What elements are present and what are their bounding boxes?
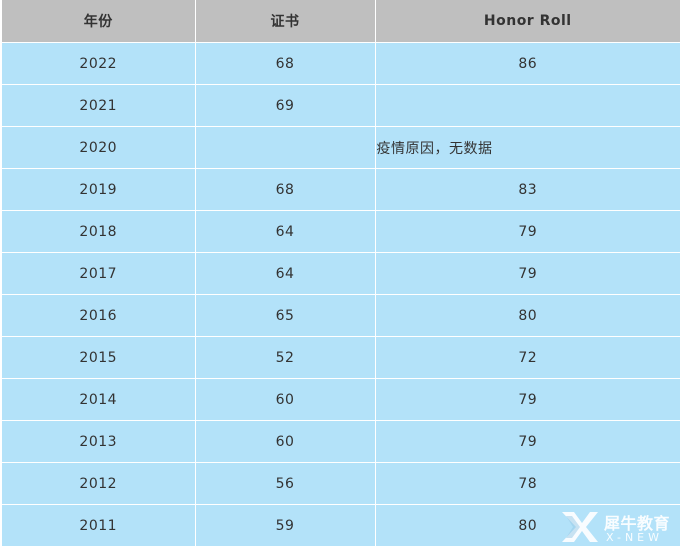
cell-certificate: 64: [195, 210, 376, 253]
cell-honor-roll: [375, 84, 680, 127]
cell-honor-roll: 86: [375, 42, 680, 85]
cell-year: 2011: [2, 504, 196, 547]
cell-honor-roll: 79: [375, 252, 680, 295]
cell-year: 2013: [2, 420, 196, 463]
table-row: 2014 60 79: [2, 378, 680, 421]
cell-certificate: 60: [195, 378, 376, 421]
cell-year: 2019: [2, 168, 196, 211]
table-header-row: 年份 证书 Honor Roll: [2, 0, 680, 43]
cell-year: 2020: [2, 126, 196, 169]
cell-certificate: 68: [195, 42, 376, 85]
cell-year: 2017: [2, 252, 196, 295]
cell-certificate: 68: [195, 168, 376, 211]
cell-honor-roll: 79: [375, 210, 680, 253]
cell-honor-roll: 78: [375, 462, 680, 505]
table-row: 2011 59 80: [2, 504, 680, 547]
table-body: 2022 68 86 2021 69 2020 疫情原因，无数据 2019 68 83 2018 64…: [2, 42, 680, 547]
cell-year: 2016: [2, 294, 196, 337]
cell-honor-roll: 72: [375, 336, 680, 379]
table-row: 2019 68 83: [2, 168, 680, 211]
cell-note: 疫情原因，无数据: [375, 126, 680, 169]
cell-certificate: 52: [195, 336, 376, 379]
cell-certificate: [195, 126, 376, 169]
cell-year: 2012: [2, 462, 196, 505]
table-row: 2020 疫情原因，无数据: [2, 126, 680, 169]
cell-honor-roll: 79: [375, 420, 680, 463]
cell-honor-roll: 80: [375, 504, 680, 547]
cell-certificate: 64: [195, 252, 376, 295]
cell-certificate: 60: [195, 420, 376, 463]
table-row: 2012 56 78: [2, 462, 680, 505]
cell-year: 2022: [2, 42, 196, 85]
cell-certificate: 69: [195, 84, 376, 127]
table-row: 2021 69: [2, 84, 680, 127]
table-row: 2022 68 86: [2, 42, 680, 85]
cell-year: 2014: [2, 378, 196, 421]
table-row: 2013 60 79: [2, 420, 680, 463]
cell-year: 2021: [2, 84, 196, 127]
table-row: 2016 65 80: [2, 294, 680, 337]
table-row: 2018 64 79: [2, 210, 680, 253]
header-honor-roll: Honor Roll: [375, 0, 680, 43]
cell-honor-roll: 83: [375, 168, 680, 211]
cell-honor-roll: 79: [375, 378, 680, 421]
cell-year: 2018: [2, 210, 196, 253]
cell-certificate: 56: [195, 462, 376, 505]
header-certificate: 证书: [195, 0, 376, 43]
table-row: 2017 64 79: [2, 252, 680, 295]
cell-certificate: 65: [195, 294, 376, 337]
cell-honor-roll: 80: [375, 294, 680, 337]
cell-certificate: 59: [195, 504, 376, 547]
cell-year: 2015: [2, 336, 196, 379]
header-year: 年份: [2, 0, 196, 43]
table-row: 2015 52 72: [2, 336, 680, 379]
